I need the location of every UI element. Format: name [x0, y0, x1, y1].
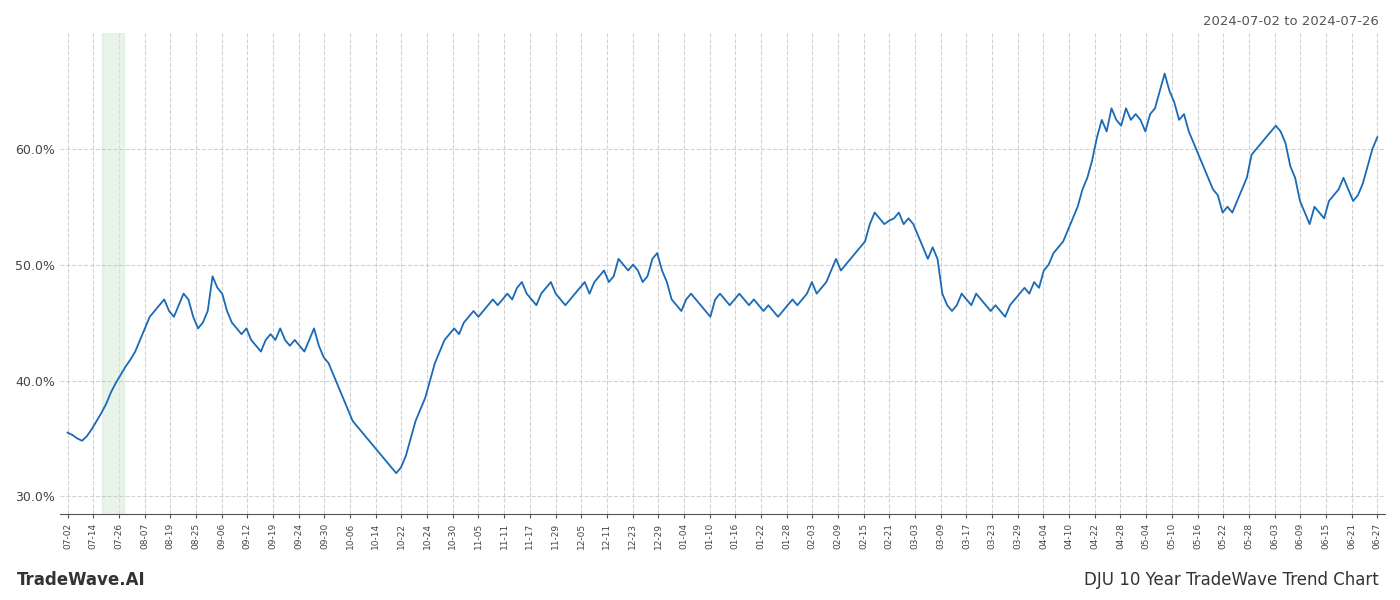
Text: DJU 10 Year TradeWave Trend Chart: DJU 10 Year TradeWave Trend Chart — [1084, 571, 1379, 589]
Text: TradeWave.AI: TradeWave.AI — [17, 571, 146, 589]
Text: 2024-07-02 to 2024-07-26: 2024-07-02 to 2024-07-26 — [1203, 15, 1379, 28]
Bar — [102, 33, 125, 514]
